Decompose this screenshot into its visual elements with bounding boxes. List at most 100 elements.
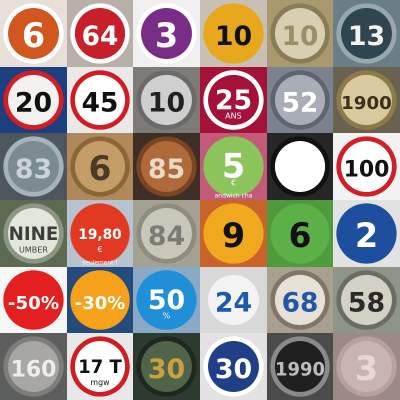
number-tile: 10 <box>133 67 200 133</box>
number-plate <box>74 208 126 259</box>
number-plate <box>208 74 259 126</box>
tile-photo: 45 <box>67 67 133 133</box>
tile-photo: 160 <box>0 333 67 400</box>
plate-subtext: mgw <box>90 378 110 387</box>
tile-photo: 1990 <box>267 333 333 400</box>
number-tile: 85 <box>133 133 200 200</box>
number-plate <box>8 208 59 259</box>
number-tile: 6 <box>67 133 133 200</box>
tile-photo: 6 <box>67 133 133 200</box>
number-tile: 30 <box>200 333 267 400</box>
plate-number: 24 <box>215 288 252 319</box>
number-plate <box>274 141 326 192</box>
plate-number: 10 <box>282 21 319 52</box>
number-tile: 64 <box>67 0 133 67</box>
number-tile: 83 <box>0 133 67 200</box>
number-plate <box>141 8 192 59</box>
plate-number: 6 <box>89 149 112 188</box>
plate-number: 50 <box>148 285 185 316</box>
plate-number: 64 <box>82 21 119 52</box>
number-tile: 84 <box>133 200 200 267</box>
number-tile: 68 <box>267 267 333 333</box>
number-tile: 19,80 € seulement ! <box>67 200 133 267</box>
number-plate <box>341 74 392 126</box>
number-plate <box>274 74 326 126</box>
number-plate <box>74 341 126 392</box>
number-tile: -30% <box>67 267 133 333</box>
tile-photo: 3 <box>133 0 200 67</box>
tile-photo: 100 <box>333 133 400 200</box>
plate-number: 2 <box>355 216 378 255</box>
tile-photo: 24 <box>200 267 267 333</box>
plate-subtext: ANS <box>225 112 242 121</box>
plate-number: 3 <box>355 349 378 388</box>
plate-number: 17 T <box>78 357 122 378</box>
tile-photo: 20 <box>0 67 67 133</box>
tile-photo: -30% <box>67 267 133 333</box>
plate-number: 6 <box>289 216 312 255</box>
tile-photo: 10 <box>200 0 267 67</box>
tile-photo: 10 <box>133 67 200 133</box>
plate-subtext: % <box>163 312 171 321</box>
number-plate <box>274 274 326 326</box>
number-plate <box>8 8 59 59</box>
number-tile: 11 <box>267 133 333 200</box>
number-tile: 58 <box>333 267 400 333</box>
tile-photo: 1900 <box>333 67 400 133</box>
number-plate <box>74 274 126 326</box>
plate-caption: andwich cha <box>215 192 253 199</box>
tile-photo: 85 <box>133 133 200 200</box>
tile-photo: 52 <box>267 67 333 133</box>
number-plate <box>74 8 126 59</box>
number-tile: 10 <box>267 0 333 67</box>
tile-photo: 9 <box>200 200 267 267</box>
number-plate <box>341 341 392 392</box>
tile-photo: 30 <box>200 333 267 400</box>
number-tile: 13 <box>333 0 400 67</box>
number-plate <box>141 141 192 192</box>
plate-caption: seulement ! <box>82 259 118 266</box>
plate-number: -30% <box>75 293 125 314</box>
plate-number: 19,80 <box>78 227 121 243</box>
plate-number: 30 <box>148 354 185 385</box>
number-tile: 100 <box>333 133 400 200</box>
number-plate <box>8 74 59 126</box>
tile-photo: 30 <box>133 333 200 400</box>
tile-photo: 84 <box>133 200 200 267</box>
plate-subtext: € <box>97 245 102 254</box>
plate-number: 3 <box>155 16 178 55</box>
number-plate <box>141 341 192 392</box>
plate-number: 30 <box>215 354 252 385</box>
tile-photo: 2 <box>333 200 400 267</box>
number-plate <box>341 8 392 59</box>
tile-photo: 6 <box>267 200 333 267</box>
number-plate <box>208 341 259 392</box>
plate-number: 45 <box>82 87 119 118</box>
number-tile: 3 <box>133 0 200 67</box>
plate-number: 10 <box>215 21 252 52</box>
tile-photo: 19,80 € seulement ! <box>67 200 133 267</box>
number-tile: 1990 <box>267 333 333 400</box>
plate-number: 20 <box>15 88 52 119</box>
number-tile: 3 <box>333 333 400 400</box>
number-plate <box>341 274 392 326</box>
plate-number: 1900 <box>341 93 392 114</box>
plate-number: 84 <box>148 221 185 252</box>
tile-photo: 13 <box>333 0 400 67</box>
plate-subtext: € <box>231 178 236 187</box>
number-tile: 10 <box>200 0 267 67</box>
number-tile: 2 <box>333 200 400 267</box>
tile-photo: 10 <box>267 0 333 67</box>
plate-number: 58 <box>348 288 385 319</box>
plate-number: 1990 <box>275 359 325 380</box>
number-plate <box>8 341 59 392</box>
number-tile: 160 <box>0 333 67 400</box>
plate-number: 68 <box>282 287 319 318</box>
tile-photo: 6 <box>0 0 67 67</box>
number-tile: NINE UMBER <box>0 200 67 267</box>
tile-photo: 58 <box>333 267 400 333</box>
